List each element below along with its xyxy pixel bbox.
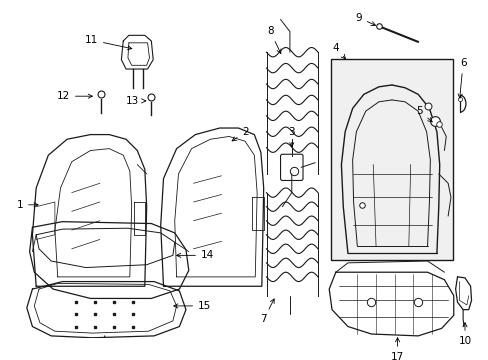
Text: 2: 2 <box>232 127 248 141</box>
Text: 15: 15 <box>173 301 211 311</box>
Text: 9: 9 <box>355 13 375 26</box>
Text: 5: 5 <box>415 106 431 122</box>
Text: 14: 14 <box>176 250 214 260</box>
Text: 11: 11 <box>84 35 132 50</box>
Text: 12: 12 <box>57 91 92 101</box>
Text: 4: 4 <box>331 42 345 59</box>
Text: 1: 1 <box>17 200 38 210</box>
Text: 7: 7 <box>260 299 274 324</box>
Text: 17: 17 <box>390 338 404 360</box>
Text: 10: 10 <box>457 323 470 346</box>
Text: 8: 8 <box>266 26 280 54</box>
Text: 3: 3 <box>288 127 294 147</box>
Text: 6: 6 <box>457 58 466 98</box>
Text: 13: 13 <box>126 96 145 106</box>
Bar <box>330 59 452 260</box>
Text: 16: 16 <box>0 359 1 360</box>
